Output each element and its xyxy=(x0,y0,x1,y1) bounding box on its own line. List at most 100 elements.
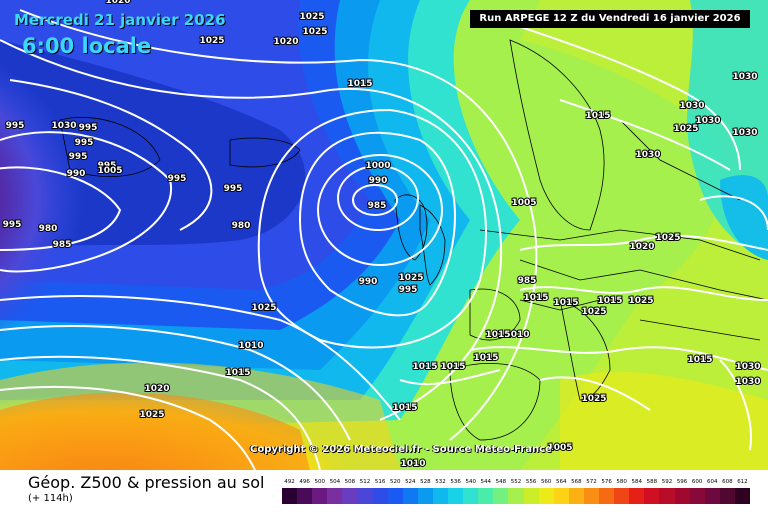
legend-color-swatch xyxy=(432,488,449,504)
pressure-label: 1010 xyxy=(238,341,263,351)
legend-tick-label: 516 xyxy=(374,479,386,485)
legend-tick-label: 496 xyxy=(299,479,310,485)
legend-color-swatch xyxy=(448,488,464,504)
legend-tick-label: 604 xyxy=(707,479,718,485)
pressure-label: 980 xyxy=(39,224,58,234)
pressure-label: 1030 xyxy=(635,150,660,160)
pressure-label: 1010 xyxy=(400,459,425,469)
pressure-label: 1015 xyxy=(553,298,578,308)
legend-color-swatch xyxy=(417,488,434,504)
pressure-label: 1025 xyxy=(251,303,276,313)
legend-tick-label: 588 xyxy=(646,479,658,485)
pressure-label: 1015 xyxy=(440,362,465,372)
legend-tick-label: 512 xyxy=(359,479,371,485)
pressure-label: 1025 xyxy=(581,307,606,317)
legend-color-swatch xyxy=(282,488,298,504)
pressure-label: 1015 xyxy=(597,296,622,306)
legend-tick-label: 564 xyxy=(556,479,567,485)
pressure-label: 995 xyxy=(224,184,243,194)
legend-tick-label: 552 xyxy=(510,479,522,485)
pressure-label: 980 xyxy=(232,221,251,231)
pressure-label: 1005 xyxy=(97,166,122,176)
legend-color-swatch xyxy=(689,488,706,504)
pressure-label: 1015 xyxy=(687,355,712,365)
pressure-label: 1025 xyxy=(199,36,224,46)
legend-color-swatch xyxy=(508,488,525,504)
pressure-label: 985 xyxy=(53,240,72,250)
legend-tick-label: 544 xyxy=(480,479,492,485)
pressure-label: 990 xyxy=(67,169,86,179)
legend-tick-label: 520 xyxy=(389,479,401,485)
color-legend: 492 496 500 504 508 512 516 520 524 528 532 536 540 5… xyxy=(282,478,751,508)
legend-color-swatch xyxy=(583,488,600,504)
pressure-label: 1015 xyxy=(485,330,510,340)
legend-tick-label: 584 xyxy=(631,479,643,485)
pressure-label: 1025 xyxy=(628,296,653,306)
forecast-date: Mercredi 21 janvier 2026 xyxy=(14,11,226,29)
legend-tick-label: 568 xyxy=(571,479,582,485)
legend-color-swatch xyxy=(734,488,751,504)
legend-color-swatch xyxy=(659,488,675,504)
legend-color-swatch xyxy=(387,488,404,504)
weather-map: 1020 1025 1025 1025 1020 1015 1015 1030 1030 1030… xyxy=(0,0,768,470)
legend-tick-label: 612 xyxy=(737,479,748,485)
legend-color-swatch xyxy=(523,488,540,504)
legend-tick-label: 540 xyxy=(465,479,476,485)
legend-tick-label: 508 xyxy=(344,479,356,485)
pressure-label: 1020 xyxy=(273,37,298,47)
legend-tick-label: 580 xyxy=(616,479,627,485)
forecast-lead: (+ 114h) xyxy=(28,493,73,504)
legend-tick-label: 592 xyxy=(661,479,673,485)
pressure-label: 1005 xyxy=(511,198,536,208)
legend-color-swatch xyxy=(402,488,419,504)
pressure-label: 985 xyxy=(368,201,387,211)
legend-color-swatch xyxy=(599,488,615,504)
legend-tick-label: 548 xyxy=(495,479,507,485)
pressure-label: 1030 xyxy=(735,362,760,372)
legend-color-swatch xyxy=(538,488,555,504)
legend-color-swatch xyxy=(629,488,645,504)
footer: Géop. Z500 & pression au sol (+ 114h) 49… xyxy=(0,470,768,512)
pressure-label: 1015 xyxy=(585,111,610,121)
legend-color-swatch xyxy=(297,488,313,504)
pressure-label: 1015 xyxy=(347,79,372,89)
pressure-label: 995 xyxy=(3,220,22,230)
legend-color-swatch xyxy=(342,488,358,504)
pressure-label: 1015 xyxy=(392,403,417,413)
legend-color-swatch xyxy=(463,488,479,504)
pressure-label: 1025 xyxy=(581,394,606,404)
legend-color-swatch xyxy=(493,488,509,504)
legend-tick-label: 500 xyxy=(314,479,325,485)
legend-tick-label: 536 xyxy=(450,479,461,485)
pressure-label: 1015 xyxy=(523,293,548,303)
legend-color-swatch xyxy=(312,488,328,504)
legend-color-swatch xyxy=(568,488,585,504)
pressure-label: 995 xyxy=(399,285,418,295)
pressure-label: 1025 xyxy=(299,12,324,22)
pressure-label: 1000 xyxy=(365,161,390,171)
legend-color-swatch xyxy=(478,488,494,504)
legend-tick-label: 524 xyxy=(405,479,416,485)
pressure-label: 1025 xyxy=(139,410,164,420)
legend-tick-label: 504 xyxy=(329,479,341,485)
pressure-label: 1020 xyxy=(144,384,169,394)
pressure-label: 990 xyxy=(369,176,388,186)
pressure-label: 1015 xyxy=(225,368,250,378)
legend-tick-label: 576 xyxy=(601,479,612,485)
legend-color-swatch xyxy=(372,488,389,504)
pressure-label: 1020 xyxy=(105,0,130,6)
run-info: Run ARPEGE 12 Z du Vendredi 16 janvier 2… xyxy=(470,10,750,28)
pressure-label: 1025 xyxy=(398,273,423,283)
legend-tick-label: 528 xyxy=(420,479,431,485)
pressure-label: 1030 xyxy=(732,72,757,82)
pressure-label: 995 xyxy=(69,152,88,162)
legend-tick-label: 532 xyxy=(435,479,446,485)
pressure-label: 1020 xyxy=(629,242,654,252)
legend-color-swatch xyxy=(719,488,736,504)
pressure-label: 1005 xyxy=(547,443,572,453)
map-title: Géop. Z500 & pression au sol xyxy=(28,473,265,492)
pressure-label: 995 xyxy=(79,123,98,133)
legend-tick-label: 492 xyxy=(284,479,295,485)
pressure-label: 1030 xyxy=(679,101,704,111)
legend-tick-label: 596 xyxy=(676,479,688,485)
